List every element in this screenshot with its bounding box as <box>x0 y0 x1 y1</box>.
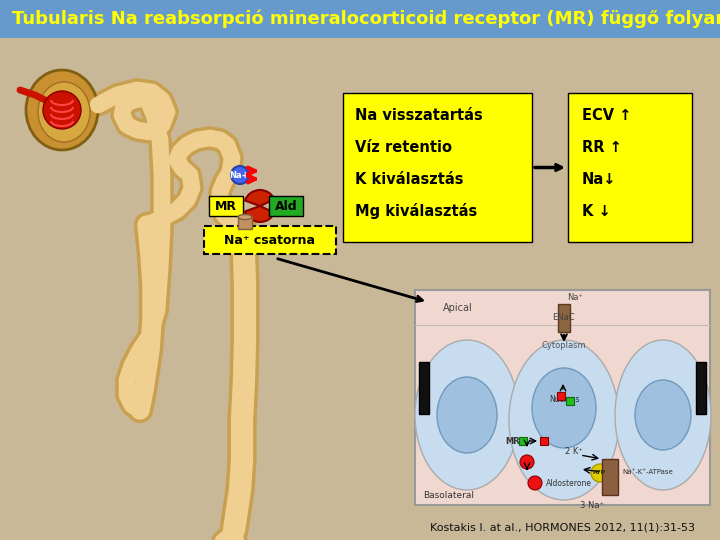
Text: Ald: Ald <box>275 199 297 213</box>
Wedge shape <box>245 190 274 206</box>
Wedge shape <box>245 206 274 222</box>
FancyBboxPatch shape <box>568 93 692 242</box>
Bar <box>558 304 570 332</box>
Circle shape <box>231 166 249 184</box>
Text: Mg kiválasztás: Mg kiválasztás <box>355 203 477 219</box>
Text: MR: MR <box>215 199 237 213</box>
Bar <box>566 397 574 405</box>
Text: K kiválasztás: K kiválasztás <box>355 172 464 186</box>
Text: ATP: ATP <box>593 470 606 476</box>
Bar <box>415 290 710 505</box>
Ellipse shape <box>615 340 711 490</box>
Text: RR ↑: RR ↑ <box>582 139 622 154</box>
Bar <box>238 217 252 229</box>
Text: Kostakis I. at al., HORMONES 2012, 11(1):31-53: Kostakis I. at al., HORMONES 2012, 11(1)… <box>430 522 695 532</box>
FancyBboxPatch shape <box>269 196 303 216</box>
Text: ENaC: ENaC <box>552 313 575 321</box>
Ellipse shape <box>532 368 596 448</box>
Circle shape <box>520 455 534 469</box>
Text: Na visszatartás: Na visszatartás <box>355 107 482 123</box>
FancyBboxPatch shape <box>204 226 336 254</box>
Text: Apical: Apical <box>443 303 473 313</box>
Text: Aldosterone: Aldosterone <box>546 478 592 488</box>
Bar <box>419 362 429 414</box>
Text: Cytoplasm: Cytoplasm <box>541 341 586 349</box>
Text: Víz retentio: Víz retentio <box>355 139 452 154</box>
Ellipse shape <box>38 82 90 142</box>
Text: 2 K⁺: 2 K⁺ <box>565 448 583 456</box>
Bar <box>540 437 548 445</box>
Text: 3 Na⁺: 3 Na⁺ <box>580 501 604 510</box>
Ellipse shape <box>415 340 519 490</box>
Text: MR: MR <box>505 437 520 447</box>
Text: Na⁺: Na⁺ <box>567 294 583 302</box>
Bar <box>696 362 706 414</box>
Ellipse shape <box>635 380 691 450</box>
Text: Tubularis Na reabsorpció mineralocorticoid receptor (MR) függő folyamata: Tubularis Na reabsorpció mineralocortico… <box>12 10 720 28</box>
Text: ECV ↑: ECV ↑ <box>582 107 631 123</box>
Text: Na⁺-K⁺-ATPase: Na⁺-K⁺-ATPase <box>622 469 672 475</box>
Text: Basolateral: Basolateral <box>423 490 474 500</box>
Circle shape <box>528 476 542 490</box>
Bar <box>0 0 720 38</box>
Text: Nucleus: Nucleus <box>549 395 580 404</box>
FancyBboxPatch shape <box>209 196 243 216</box>
Text: Na↓: Na↓ <box>582 172 616 186</box>
FancyBboxPatch shape <box>343 93 532 242</box>
Bar <box>557 392 565 400</box>
Circle shape <box>591 464 609 482</box>
Bar <box>519 437 527 445</box>
Text: K ↓: K ↓ <box>582 204 611 219</box>
Ellipse shape <box>238 214 252 219</box>
Wedge shape <box>270 202 278 210</box>
Text: Na+: Na+ <box>229 171 249 179</box>
Ellipse shape <box>43 91 81 129</box>
Ellipse shape <box>26 70 98 150</box>
Text: Na⁺ csatorna: Na⁺ csatorna <box>225 233 315 246</box>
Ellipse shape <box>509 340 619 500</box>
Bar <box>602 459 618 495</box>
Ellipse shape <box>437 377 497 453</box>
